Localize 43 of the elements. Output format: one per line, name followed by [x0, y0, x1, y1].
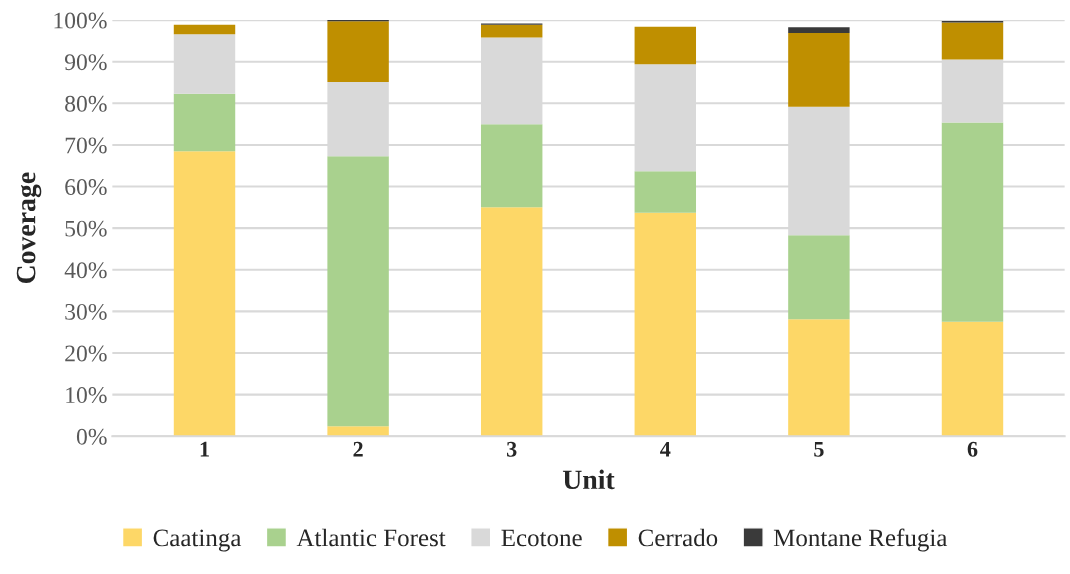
x-tick-label: 6 [967, 441, 978, 457]
y-tick-label: 100% [54, 12, 107, 29]
bar [173, 151, 236, 437]
y-tick-label: 10% [66, 387, 107, 404]
legend-label: Caatinga [153, 529, 242, 552]
y-tick-label: 50% [65, 220, 107, 237]
bar [634, 171, 697, 213]
bar [327, 426, 389, 437]
y-tick-label: 20% [65, 345, 107, 362]
legend-label: Ecotone [501, 529, 582, 547]
bar [480, 207, 543, 437]
x-tick-label: 1 [200, 441, 209, 457]
bar [480, 24, 543, 38]
bar [480, 124, 543, 208]
legend-label: Atlantic Forest [296, 528, 446, 547]
bar [634, 212, 697, 437]
x-tick-label: 4 [660, 441, 671, 457]
y-tick-label: 90% [64, 54, 107, 71]
legend-label: Cerrado [638, 528, 718, 547]
bar [173, 93, 236, 152]
legend-label: Montane Refugia [773, 528, 948, 552]
y-tick-label: 60% [65, 179, 107, 196]
y-tick-label: 70% [65, 137, 107, 154]
bar [327, 21, 389, 83]
x-tick-label: 3 [506, 441, 517, 457]
bar [788, 32, 850, 107]
y-tick-label: 40% [64, 262, 107, 279]
bar [941, 321, 1004, 437]
y-tick-label: 0% [76, 428, 107, 445]
x-tick-label: 5 [814, 441, 824, 457]
x-axis-title: Unit [562, 469, 615, 490]
y-tick-label: 80% [65, 95, 107, 112]
x-tick-label: 2 [353, 441, 363, 457]
bar [941, 22, 1004, 60]
bar [173, 24, 236, 35]
bar [634, 26, 697, 65]
y-axis-title: Coverage [16, 172, 42, 284]
bar [788, 319, 850, 437]
bar [941, 122, 1004, 322]
bar [788, 27, 850, 33]
bar [327, 156, 389, 427]
y-tick-label: 30% [65, 303, 107, 320]
bar [788, 235, 850, 320]
